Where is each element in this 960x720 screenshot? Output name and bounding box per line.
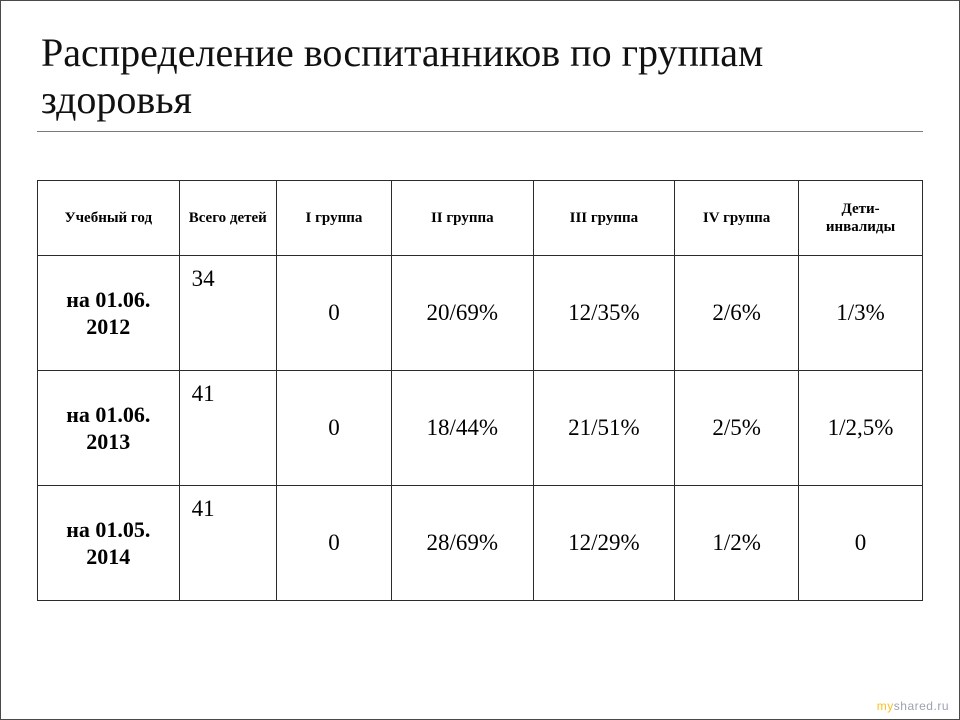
table-header-row: Учебный год Всего детей I группа II груп… xyxy=(38,181,923,256)
row-label-line1: на 01.06. xyxy=(66,402,150,427)
row-label-line1: на 01.05. xyxy=(66,517,150,542)
col-group-3: III группа xyxy=(533,181,675,256)
table-row: на 01.05. 2014 41 0 28/69% 12/29% 1/2% 0 xyxy=(38,486,923,601)
watermark-my: my xyxy=(877,699,894,713)
cell: 1/3% xyxy=(799,256,923,371)
cell: 1/2,5% xyxy=(799,371,923,486)
health-groups-table: Учебный год Всего детей I группа II груп… xyxy=(37,180,923,601)
cell: 0 xyxy=(799,486,923,601)
col-year: Учебный год xyxy=(38,181,180,256)
page-title: Распределение воспитанников по группам з… xyxy=(41,29,923,123)
cell: 21/51% xyxy=(533,371,675,486)
watermark-shared: shared xyxy=(894,699,934,713)
cell: 12/29% xyxy=(533,486,675,601)
cell-total: 41 xyxy=(179,486,276,601)
cell: 1/2% xyxy=(675,486,799,601)
col-group-4: IV группа xyxy=(675,181,799,256)
cell: 20/69% xyxy=(391,256,533,371)
watermark-ru: .ru xyxy=(933,699,949,713)
col-group-2: II группа xyxy=(391,181,533,256)
cell: 12/35% xyxy=(533,256,675,371)
cell-total: 34 xyxy=(179,256,276,371)
cell-total: 41 xyxy=(179,371,276,486)
row-label-line2: 2013 xyxy=(86,429,130,454)
slide: Распределение воспитанников по группам з… xyxy=(0,0,960,720)
row-label: на 01.05. 2014 xyxy=(38,486,180,601)
cell: 0 xyxy=(276,486,391,601)
row-label: на 01.06. 2012 xyxy=(38,256,180,371)
cell: 18/44% xyxy=(391,371,533,486)
col-group-1: I группа xyxy=(276,181,391,256)
watermark: myshared.ru xyxy=(877,699,949,713)
row-label-line2: 2014 xyxy=(86,544,130,569)
cell: 0 xyxy=(276,371,391,486)
row-label-line1: на 01.06. xyxy=(66,287,150,312)
cell: 2/5% xyxy=(675,371,799,486)
title-rule xyxy=(37,131,923,132)
cell: 2/6% xyxy=(675,256,799,371)
table-row: на 01.06. 2013 41 0 18/44% 21/51% 2/5% 1… xyxy=(38,371,923,486)
cell: 28/69% xyxy=(391,486,533,601)
col-disabled: Дети-инвалиды xyxy=(799,181,923,256)
row-label: на 01.06. 2013 xyxy=(38,371,180,486)
table-row: на 01.06. 2012 34 0 20/69% 12/35% 2/6% 1… xyxy=(38,256,923,371)
cell: 0 xyxy=(276,256,391,371)
row-label-line2: 2012 xyxy=(86,314,130,339)
col-total: Всего детей xyxy=(179,181,276,256)
